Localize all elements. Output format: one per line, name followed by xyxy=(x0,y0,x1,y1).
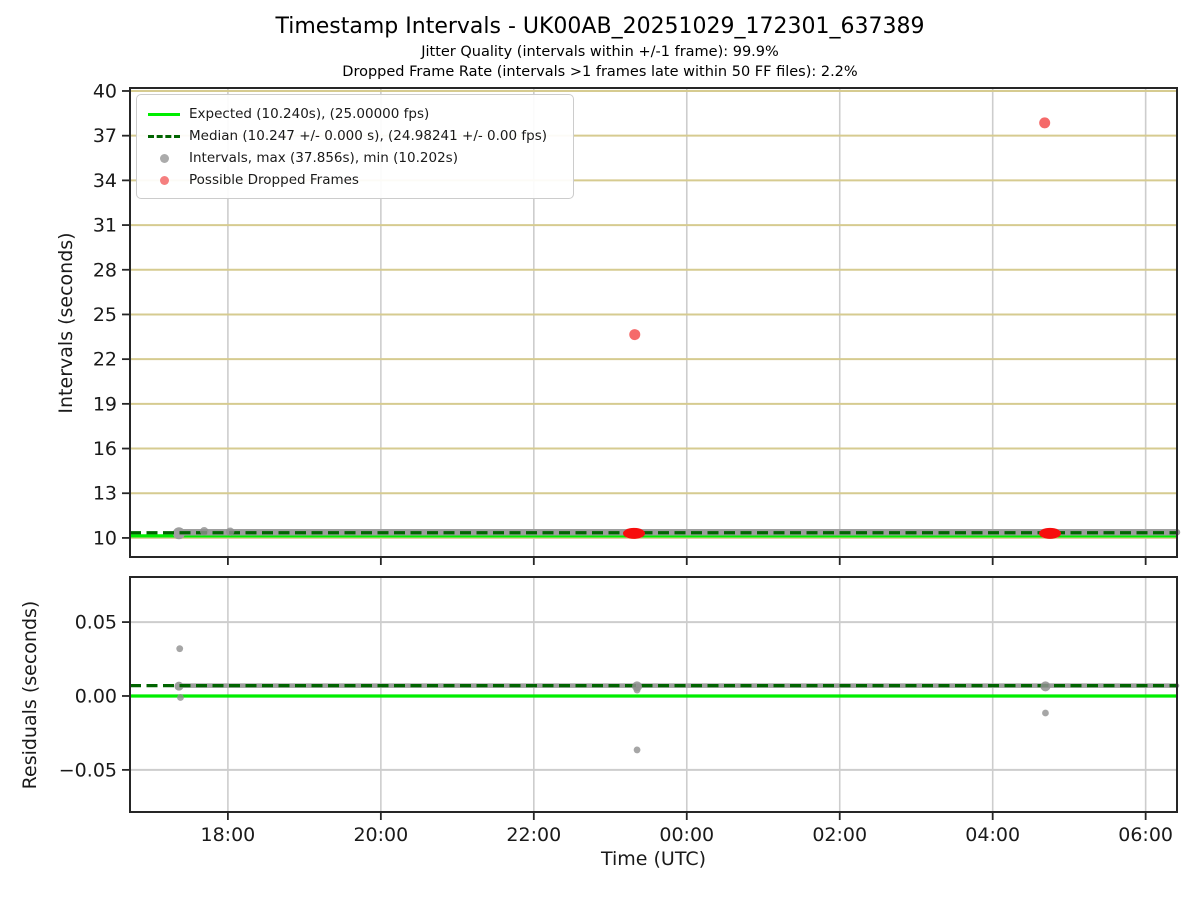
expected-line-swatch xyxy=(148,112,180,116)
residuals-plot: −0.05 0.00 0.05 18:00 20:00 22:00 00:00 02:00 04… xyxy=(59,576,1180,846)
y-tick-label: 31 xyxy=(93,215,117,237)
interval-point xyxy=(1042,709,1049,717)
interval-cluster-dot xyxy=(1040,681,1051,692)
y-tick-label: 25 xyxy=(93,304,117,326)
legend-item-label: Intervals, max (37.856s), min (10.202s) xyxy=(189,150,458,166)
dropped-dot-swatch xyxy=(159,175,169,185)
y-tick-label: 0.00 xyxy=(75,685,117,707)
dropped-frame-point xyxy=(1039,117,1051,129)
axes-box xyxy=(129,576,1178,813)
chart-title: Timestamp Intervals - UK00AB_20251029_17… xyxy=(275,14,925,39)
y-tick-label: 40 xyxy=(93,80,117,102)
y-axis-label-intervals: Intervals (seconds) xyxy=(55,232,77,414)
legend: Expected (10.240s), (25.00000 fps) Median… xyxy=(136,94,574,199)
median-line-swatch xyxy=(148,134,180,138)
dropped-frame-cluster xyxy=(1039,527,1062,539)
legend-item-label: Possible Dropped Frames xyxy=(189,172,359,188)
x-tick-label: 02:00 xyxy=(812,824,867,846)
y-tick-label: 34 xyxy=(93,170,117,192)
axes-box xyxy=(129,87,1178,558)
legend-item: Expected (10.240s), (25.00000 fps) xyxy=(147,103,563,125)
x-tick-label: 22:00 xyxy=(506,824,561,846)
legend-item-label: Median (10.247 +/- 0.000 s), (24.98241 +… xyxy=(189,128,548,144)
legend-item: Median (10.247 +/- 0.000 s), (24.98241 +… xyxy=(147,125,563,147)
x-tick-label: 18:00 xyxy=(201,824,256,846)
y-tick-label: 19 xyxy=(93,393,117,415)
intervals-start-cluster xyxy=(174,681,184,691)
interval-point xyxy=(633,686,641,694)
intervals-start-cluster xyxy=(172,527,185,540)
interval-point xyxy=(177,694,184,701)
dropped-frame-point xyxy=(629,329,641,341)
dropped-frame-cluster xyxy=(622,527,645,539)
legend-item: Possible Dropped Frames xyxy=(147,169,563,191)
interval-point xyxy=(633,746,641,754)
interval-point xyxy=(176,645,184,653)
y-tick-label: 13 xyxy=(93,483,117,505)
x-axis-label: Time (UTC) xyxy=(600,848,707,870)
intervals-dot-swatch xyxy=(159,153,169,163)
chart-subtitle-dropped: Dropped Frame Rate (intervals >1 frames … xyxy=(342,64,858,80)
y-tick-label: 37 xyxy=(93,125,117,147)
x-tick-label: 04:00 xyxy=(965,824,1020,846)
y-tick-label: 0.05 xyxy=(75,612,117,634)
legend-item-label: Expected (10.240s), (25.00000 fps) xyxy=(189,106,430,122)
y-tick-label: 28 xyxy=(93,259,117,281)
x-tick-label: 06:00 xyxy=(1118,824,1173,846)
y-tick-label: 10 xyxy=(93,527,117,549)
intervals-plot: 10 13 16 19 22 25 28 31 34 37 40 xyxy=(93,80,1181,565)
y-tick-label: 16 xyxy=(93,438,117,460)
y-tick-label: 22 xyxy=(93,349,117,371)
y-tick-label: −0.05 xyxy=(59,759,117,781)
y-axis-label-residuals: Residuals (seconds) xyxy=(19,600,41,790)
x-tick-label: 00:00 xyxy=(659,824,714,846)
chart-subtitle-jitter: Jitter Quality (intervals within +/-1 fr… xyxy=(421,44,779,60)
x-tick-label: 20:00 xyxy=(353,824,408,846)
legend-item: Intervals, max (37.856s), min (10.202s) xyxy=(147,147,563,169)
interval-point xyxy=(199,527,209,536)
interval-point xyxy=(225,527,235,536)
